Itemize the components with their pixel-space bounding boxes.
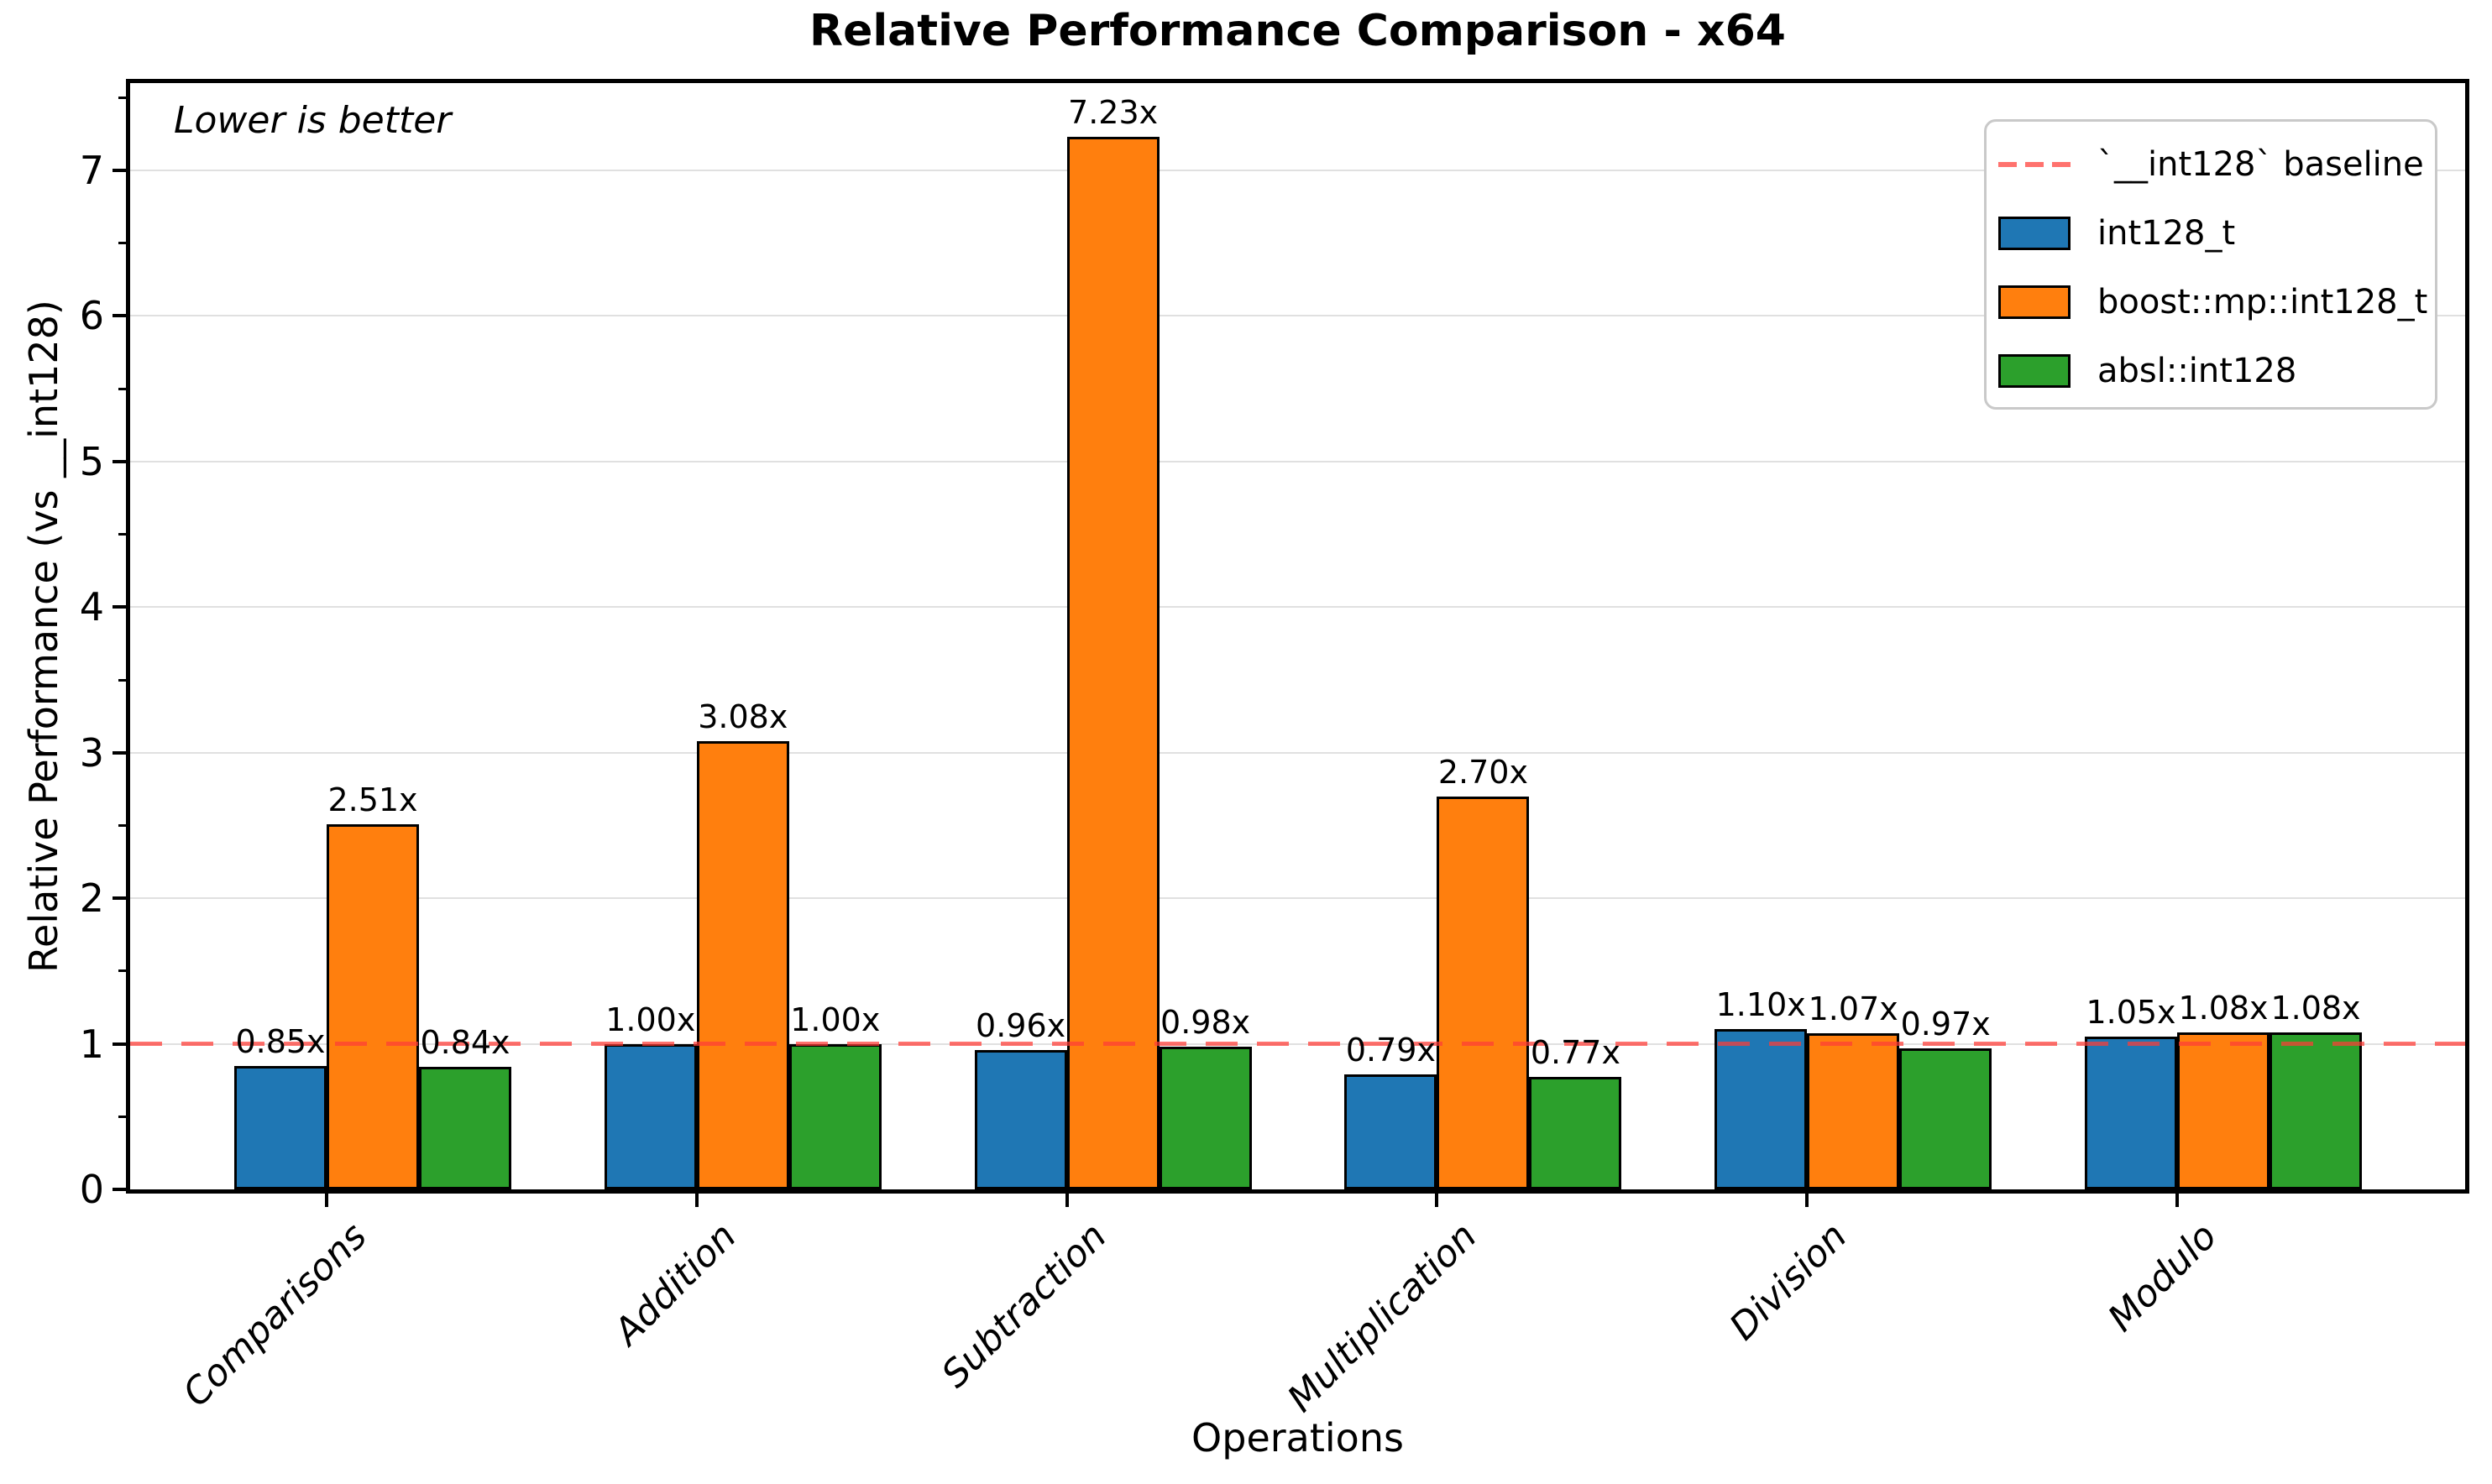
bar — [1437, 796, 1530, 1189]
x-tick — [325, 1194, 328, 1207]
bar-value-label: 0.84x — [420, 1024, 510, 1062]
bar — [1899, 1048, 1992, 1189]
bar-value-label: 1.10x — [1715, 986, 1806, 1024]
grid-line — [130, 606, 2465, 609]
bar-value-label: 0.85x — [235, 1022, 326, 1060]
bar — [327, 823, 419, 1189]
bar-value-label: 1.07x — [1808, 990, 1898, 1028]
y-tick-label: 3 — [79, 729, 104, 776]
x-tick-label: Division — [1721, 1215, 1856, 1349]
legend-color-swatch — [1998, 285, 2071, 319]
plot-area: 0 1 2 3 4 5 6 7 0.85x 1.00x 0.96x 0.79x 1.10x 1.05x 2.… — [80, 79, 2469, 1211]
bar — [2270, 1032, 2362, 1189]
bar — [604, 1043, 697, 1189]
y-tick-label: 2 — [79, 875, 104, 922]
legend-item: boost::mp::int128_t — [1987, 268, 2435, 337]
y-tick-label: 1 — [79, 1021, 104, 1067]
y-tick-label: 4 — [79, 584, 104, 630]
grid-line — [130, 170, 2465, 172]
bar-value-label: 1.00x — [605, 1001, 696, 1038]
grid-line — [130, 460, 2465, 462]
bar-value-label: 1.08x — [2178, 989, 2269, 1027]
y-tick — [113, 1042, 126, 1046]
annotation-lower-is-better: Lower is better — [174, 99, 452, 142]
legend-label: absl::int128 — [2097, 352, 2297, 390]
bar-value-label: 0.77x — [1530, 1034, 1620, 1072]
y-axis-label: Relative Performance (vs __int128) — [21, 300, 66, 973]
legend-color-swatch — [1998, 354, 2071, 388]
grid-line — [130, 897, 2465, 900]
y-tick — [113, 896, 126, 901]
bar-value-label: 0.97x — [1900, 1005, 1991, 1042]
bar — [419, 1067, 511, 1189]
y-tick — [113, 314, 126, 318]
x-axis-label: Operations — [1191, 1415, 1404, 1460]
y-tick-minor — [118, 823, 126, 827]
legend-color-swatch — [1998, 217, 2071, 250]
x-tick-label: Multiplication — [1279, 1215, 1485, 1421]
legend-label: `__int128` baseline — [2097, 145, 2424, 184]
x-tick — [2175, 1194, 2179, 1207]
x-tick — [1805, 1194, 1809, 1207]
x-tick — [1435, 1194, 1439, 1207]
baseline-dashed-line — [130, 1042, 2465, 1047]
y-tick-minor — [118, 242, 126, 245]
x-tick — [694, 1194, 699, 1207]
bar — [1529, 1077, 1622, 1189]
y-tick-minor — [118, 387, 126, 390]
y-tick — [113, 605, 126, 609]
x-tick-label: Subtraction — [933, 1215, 1115, 1397]
bar-value-label: 0.96x — [976, 1006, 1066, 1044]
bar — [1344, 1074, 1437, 1189]
y-tick-label: 6 — [79, 293, 104, 339]
y-tick-label: 7 — [79, 148, 104, 194]
y-tick-minor — [118, 533, 126, 536]
x-tick-label: Modulo — [2100, 1215, 2226, 1340]
bar — [788, 1043, 882, 1189]
legend-label: boost::mp::int128_t — [2097, 283, 2428, 321]
bar-value-label: 0.79x — [1345, 1031, 1436, 1069]
y-tick — [113, 750, 126, 755]
y-tick-minor — [118, 96, 126, 99]
bar — [1715, 1029, 1808, 1189]
bar-value-label: 1.00x — [790, 1001, 881, 1038]
bar-value-label: 0.98x — [1160, 1004, 1251, 1042]
bar — [2177, 1032, 2270, 1189]
bar — [974, 1049, 1067, 1189]
y-tick-minor — [118, 678, 126, 682]
bar — [2085, 1036, 2177, 1189]
bar — [1066, 137, 1160, 1189]
y-tick-label: 5 — [79, 438, 104, 484]
bar-value-label: 2.51x — [327, 781, 418, 818]
legend-label: int128_t — [2097, 214, 2236, 253]
y-tick — [113, 1188, 126, 1191]
y-tick — [113, 459, 126, 463]
bar-value-label: 2.70x — [1437, 753, 1528, 791]
bar-value-label: 7.23x — [1068, 94, 1159, 132]
x-tick-label: Addition — [606, 1215, 746, 1354]
bar-value-label: 1.08x — [2270, 989, 2361, 1027]
y-tick-label: 0 — [79, 1167, 104, 1212]
grid-line — [130, 751, 2465, 754]
bar-value-label: 1.05x — [2086, 993, 2176, 1031]
bar — [1159, 1047, 1252, 1189]
bar-value-label: 3.08x — [698, 698, 788, 735]
legend-item: absl::int128 — [1987, 337, 2435, 405]
y-tick — [113, 169, 126, 173]
bar — [234, 1065, 327, 1189]
grid-line — [130, 315, 2465, 317]
y-tick-minor — [118, 1115, 126, 1118]
legend-item: int128_t — [1987, 199, 2435, 268]
bar — [696, 740, 789, 1189]
y-tick-minor — [118, 969, 126, 973]
legend-item: `__int128` baseline — [1987, 130, 2435, 199]
x-tick-label: Comparisons — [174, 1215, 375, 1415]
chart-title: Relative Performance Comparison - x64 — [809, 6, 1786, 56]
legend-dash-swatch — [1998, 162, 2071, 167]
bar — [1807, 1033, 1900, 1189]
x-tick — [1065, 1194, 1069, 1207]
